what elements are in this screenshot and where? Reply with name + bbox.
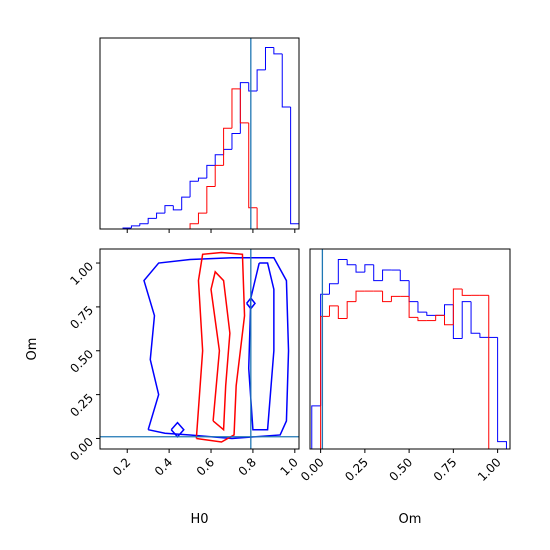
hist-step <box>461 289 472 296</box>
contour-line <box>247 262 275 431</box>
x-tick-label: 0.8 <box>236 455 259 478</box>
hist-step <box>248 122 258 209</box>
hist-step <box>147 217 157 224</box>
contour-line <box>246 296 256 310</box>
hist-step <box>231 88 241 129</box>
x-axis-label: Om <box>399 512 422 527</box>
contour-line <box>195 251 246 443</box>
hist-step <box>239 88 249 124</box>
axes-frame <box>309 248 511 450</box>
x-tick-label: 0.6 <box>194 455 217 478</box>
hist-step <box>223 148 232 155</box>
x-tick-label: 0.2 <box>110 455 133 478</box>
hist-step <box>355 290 365 302</box>
hist-step <box>390 295 401 302</box>
hist-step <box>206 186 216 214</box>
x-tick-label: 0.25 <box>342 455 371 484</box>
hist-step <box>435 314 445 321</box>
hist-step <box>382 291 392 303</box>
hist-step <box>281 53 291 108</box>
hist-step <box>206 164 216 179</box>
x-axis-label: H0 <box>190 512 208 527</box>
hist-step <box>328 305 339 317</box>
hist-step <box>346 301 357 319</box>
contour-line <box>170 421 185 438</box>
hist-step <box>355 264 365 273</box>
contour-line <box>210 270 231 432</box>
hist-step <box>417 301 427 313</box>
x-tick-label: 0.75 <box>431 455 460 484</box>
x-tick-label: 1.00 <box>475 455 504 484</box>
hist-step <box>479 333 489 338</box>
hist-step <box>256 207 266 229</box>
axes-frame <box>99 37 300 230</box>
hist-step <box>328 283 339 295</box>
hist-step <box>337 259 348 284</box>
hist-step <box>382 269 392 281</box>
hist-step <box>417 317 427 322</box>
hist-step <box>470 301 480 334</box>
y-tick-label: 0.50 <box>67 347 96 376</box>
hist-step <box>488 295 498 449</box>
hist-step <box>156 212 165 219</box>
plot-area <box>114 38 299 229</box>
hist-step <box>239 82 249 134</box>
y-tick-label: 1.00 <box>67 259 96 288</box>
axes-frame <box>99 248 300 450</box>
hist-step <box>337 305 348 319</box>
hist-step <box>139 223 149 226</box>
hist-step <box>130 225 140 228</box>
hist-step <box>214 154 224 166</box>
hist-step <box>311 405 321 449</box>
y-tick-label: 0.00 <box>67 435 96 464</box>
hist-step <box>452 304 463 339</box>
hist-step <box>346 259 357 266</box>
hist-step <box>181 196 191 210</box>
x-tick-label: 0.00 <box>298 455 327 484</box>
hist-step <box>172 205 182 211</box>
contour-line <box>143 257 290 440</box>
plot-area <box>311 249 507 449</box>
hist-step <box>426 312 436 316</box>
hist-step <box>248 82 258 92</box>
hist-step <box>497 337 507 449</box>
hist-step <box>214 164 224 187</box>
plot-area <box>100 249 299 449</box>
y-axis-label: Om <box>25 338 40 361</box>
x-tick-label: 1.0 <box>278 455 301 478</box>
hist-step <box>444 315 454 326</box>
hist-step <box>364 264 374 273</box>
hist-step <box>373 264 383 282</box>
hist-step <box>273 47 283 55</box>
hist-step <box>452 288 463 325</box>
hist-step <box>444 304 454 316</box>
hist-step <box>189 223 199 229</box>
hist-step <box>223 127 232 166</box>
y-tick-label: 0.25 <box>67 391 96 420</box>
hist-step <box>197 212 207 224</box>
hist-step <box>197 177 207 182</box>
hist-step <box>461 301 472 339</box>
hist-step <box>399 270 410 282</box>
hist-step <box>231 133 241 150</box>
hist-step <box>189 180 199 198</box>
hist-step <box>408 296 418 318</box>
hist-step <box>408 280 418 303</box>
hist-step <box>164 205 174 214</box>
hist-step <box>256 69 266 92</box>
hist-step <box>320 315 330 449</box>
y-tick-label: 0.75 <box>67 303 96 332</box>
x-tick-label: 0.4 <box>152 455 175 478</box>
hist-step <box>290 106 299 229</box>
hist-step <box>264 47 274 70</box>
x-tick-label: 0.50 <box>386 455 415 484</box>
